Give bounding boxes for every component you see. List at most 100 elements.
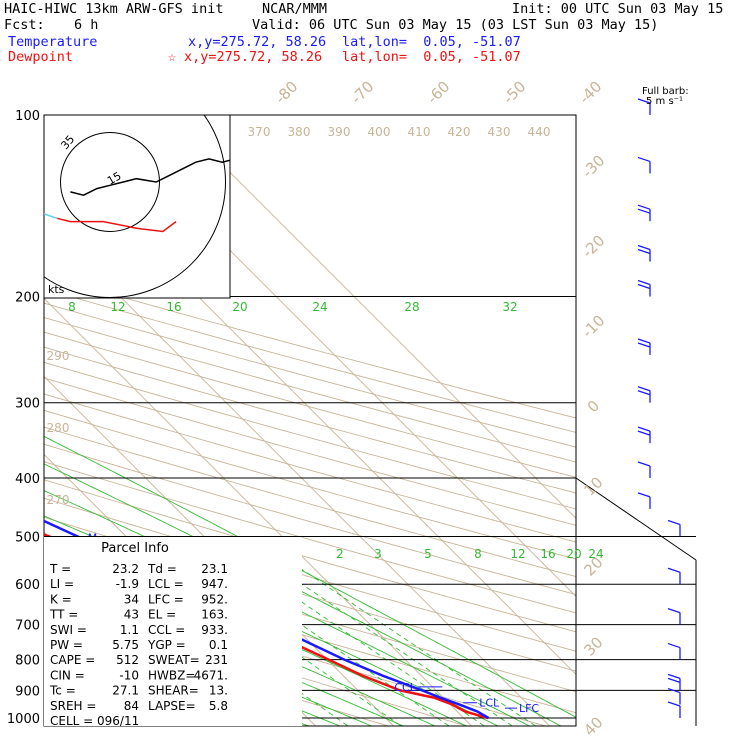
wind-barb-flag xyxy=(637,248,651,255)
valid-time: Valid: 06 UTC Sun 03 May 15 (03 LST Sun … xyxy=(252,17,659,33)
dry-adiabat-line xyxy=(44,288,576,433)
parcel-info-value: 23.2 xyxy=(112,562,139,576)
wind-barb-flag xyxy=(637,244,651,251)
center-label: NCAR/MMM xyxy=(262,1,328,17)
hodograph-ring xyxy=(44,115,226,298)
parcel-info-value: 5.75 xyxy=(112,638,139,652)
annotation-ccl: CCL xyxy=(394,681,416,694)
parcel-info-value: 947. xyxy=(201,577,228,591)
wind-barb-flag xyxy=(667,673,681,680)
parcel-info-label: SHEAR= xyxy=(148,684,199,698)
isotherm-tick-label: -40 xyxy=(575,77,605,107)
parcel-info-value: 43 xyxy=(124,608,139,622)
isotherm-tick-label: 0 xyxy=(584,397,603,416)
dry-adiabat-line xyxy=(44,346,576,494)
hodograph-ring-label: 15 xyxy=(105,169,124,187)
parcel-info-label: HWBZ= xyxy=(148,668,195,682)
wind-barb xyxy=(637,338,651,355)
parcel-info-value: 231 xyxy=(205,653,228,667)
parcel-info-label: SREH = xyxy=(50,699,96,713)
theta-tick-label: 280 xyxy=(47,421,70,435)
dry-adiabat-line xyxy=(44,576,548,726)
parcel-info-value: 952. xyxy=(201,592,228,606)
moist-adiabat-tick-label: 12 xyxy=(110,300,125,314)
parcel-info-label: YGP = xyxy=(147,638,186,652)
wind-barb xyxy=(637,204,651,222)
dry-adiabat-line xyxy=(44,302,576,448)
dewpoint-label: Dewpoint xyxy=(8,49,74,65)
dry-adiabat-line xyxy=(44,479,576,633)
parcel-info-value: 512 xyxy=(116,653,139,667)
parcel-info-label: LI = xyxy=(50,577,74,591)
wind-barb-flag xyxy=(667,677,681,684)
plot-frame xyxy=(43,114,577,727)
wind-barb xyxy=(667,642,681,660)
hodograph-upper-trace xyxy=(70,158,230,196)
wind-barb-flag xyxy=(637,426,651,432)
parcel-info-value: 13. xyxy=(209,684,228,698)
theta-tick-label: 270 xyxy=(47,493,70,507)
wind-barb-flag xyxy=(637,386,651,392)
parcel-info-label: Td = xyxy=(147,562,177,576)
wind-barb-flag xyxy=(637,98,651,104)
barb-legend-unit: 5 m s⁻¹ xyxy=(646,96,683,107)
wind-barb-flag xyxy=(667,519,681,526)
wind-barb-flag xyxy=(637,430,651,436)
pressure-tick-label: 200 xyxy=(15,291,40,306)
parcel-info-value: 0.1 xyxy=(209,638,228,652)
parcel-info-label: T = xyxy=(49,562,71,576)
parcel-info-label: Tc = xyxy=(49,684,76,698)
isotherm-tick-label: -30 xyxy=(578,151,608,181)
wind-barb-flag xyxy=(637,283,651,290)
isotherm-tick-label: 40 xyxy=(580,713,606,739)
fcst-label: Fcst: xyxy=(4,17,45,33)
wind-barb xyxy=(667,567,681,585)
dewpoint-latlon: lat,lon= 0.05, -51.07 xyxy=(342,49,521,65)
isotherm-tick-label: -60 xyxy=(423,77,453,107)
theta-tick-label: 370 xyxy=(248,125,271,139)
dry-adiabat-line xyxy=(44,598,469,726)
dry-adiabat-line xyxy=(44,274,576,419)
temperature-latlon: lat,lon= 0.05, -51.07 xyxy=(342,34,521,50)
wind-barb-flag xyxy=(667,701,681,707)
pressure-tick-label: 100 xyxy=(15,109,40,124)
mixing-ratio-tick-label: 3 xyxy=(374,547,382,561)
hodograph-lower-trace xyxy=(57,217,177,233)
theta-tick-label: 400 xyxy=(368,125,391,139)
parcel-info-label: CAPE = xyxy=(50,653,95,667)
isotherm-tick-label: -20 xyxy=(578,231,608,261)
parcel-info-label: LFC = xyxy=(148,592,184,606)
parcel-info-panel xyxy=(44,537,302,726)
mixing-ratio-tick-label: 8 xyxy=(474,547,482,561)
parcel-info-title: Parcel Info xyxy=(101,541,169,556)
hodograph-surface-trace xyxy=(44,213,58,220)
moist-adiabat-tick-label: 16 xyxy=(166,300,181,314)
wind-barb xyxy=(667,701,681,718)
mixing-ratio-tick-label: 2 xyxy=(336,547,344,561)
wind-barb-flag xyxy=(637,390,651,396)
pressure-tick-label: 300 xyxy=(15,397,40,412)
wind-barb xyxy=(637,156,651,174)
parcel-info-value: 23.1 xyxy=(201,562,228,576)
pressure-tick-label: 600 xyxy=(15,578,40,593)
wind-barb-flag xyxy=(667,567,681,573)
dry-adiabat-line xyxy=(44,443,576,596)
moist-adiabat-line xyxy=(44,579,405,726)
moist-adiabat-tick-label: 24 xyxy=(312,300,327,314)
parcel-info-label: LAPSE= xyxy=(148,699,196,713)
parcel-info-label: EL = xyxy=(148,608,176,622)
pressure-tick-label: 1000 xyxy=(7,712,40,727)
isotherm-tick-label: -50 xyxy=(499,77,529,107)
fcst-value: 6 h xyxy=(74,17,99,33)
mixing-ratio-tick-label: 5 xyxy=(424,547,432,561)
pressure-tick-label: 700 xyxy=(15,619,40,634)
parcel-info-label: PW = xyxy=(50,638,83,652)
temperature-label: Temperature xyxy=(8,34,98,50)
annotation-lcl: LCL xyxy=(479,697,500,710)
parcel-info-value: 933. xyxy=(201,623,228,637)
moist-adiabat-tick-label: 32 xyxy=(502,300,517,314)
mixing-ratio-line xyxy=(253,536,537,726)
hodograph-ring xyxy=(60,132,160,232)
model-title: HAIC-HIWC 13km ARW-GFS init xyxy=(4,1,224,17)
